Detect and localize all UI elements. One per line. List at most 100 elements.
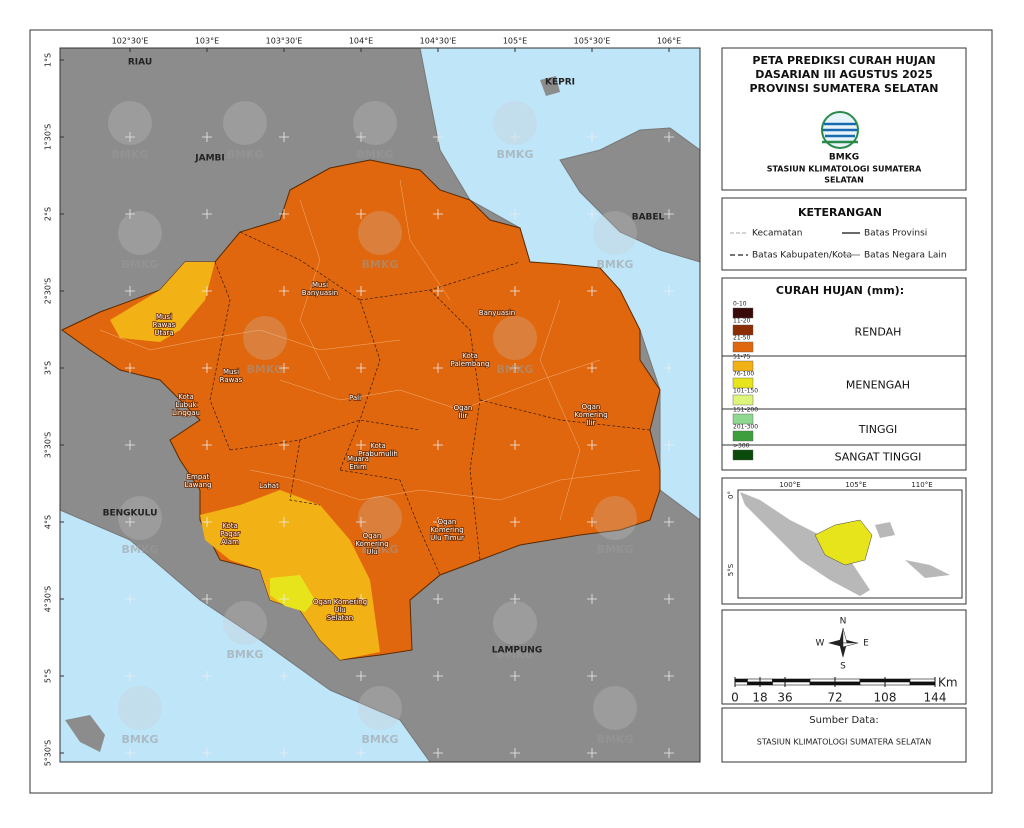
scale-segment [759, 678, 773, 683]
grid-cross [664, 363, 674, 373]
station-line: STASIUN KLIMATOLOGI SUMATERA [767, 165, 922, 174]
class-swatch [732, 307, 754, 319]
grid-cross [356, 517, 366, 527]
district-label: Ogan [454, 404, 473, 412]
district-label: Kota [462, 352, 478, 360]
y-coord-label: 4°30'S [44, 586, 53, 613]
island-small [540, 76, 560, 96]
district-label: Kota [178, 393, 194, 401]
watermark-logo [118, 496, 162, 540]
grid-cross [279, 286, 289, 296]
watermark-logo [353, 101, 397, 145]
class-label: 51-75 [733, 354, 751, 361]
class-swatch [732, 360, 754, 372]
district-label: Utara [154, 329, 173, 337]
y-coord-label: 5°30'S [44, 740, 53, 767]
scale-segment [772, 678, 786, 683]
class-swatch [732, 341, 754, 353]
class-label: 151-200 [733, 407, 758, 414]
grid-cross [279, 517, 289, 527]
main-map [59, 47, 701, 763]
map-frame [59, 47, 701, 763]
watermark: BMKG [597, 543, 634, 556]
watermark: BMKG [362, 733, 399, 746]
compass-w: W [816, 639, 825, 649]
district-label: Komering [574, 411, 607, 419]
grid-cross [356, 132, 366, 142]
grid-cross [356, 286, 366, 296]
subdistrict-lines [99, 179, 641, 521]
x-coord-label: 102°30'E [112, 37, 149, 46]
grid-cross [664, 209, 674, 219]
x-coord-label: 105°E [503, 37, 527, 46]
y-coord-label: 3°S [44, 361, 53, 375]
grid-cross [587, 748, 597, 758]
grid-cross [279, 440, 289, 450]
y-coord-label: 1°S [44, 53, 53, 67]
grid-cross [587, 594, 597, 604]
district-label: Kota [222, 522, 238, 530]
watermark-logo [593, 211, 637, 255]
scale-segment [784, 681, 811, 686]
class-label: >300 [733, 443, 750, 450]
grid-cross [664, 440, 674, 450]
inset-x-label: 100°E [779, 481, 800, 489]
grid-cross [202, 671, 212, 681]
grid-cross [356, 209, 366, 219]
grid-cross [664, 132, 674, 142]
district-label: Alam [221, 538, 239, 546]
source-box [721, 707, 967, 763]
watermark-logo [493, 101, 537, 145]
map-title: PROVINSI SUMATERA SELATAN [749, 82, 938, 95]
class-group: SANGAT TINGGI [835, 451, 922, 464]
grid-cross [279, 363, 289, 373]
grid-cross [279, 209, 289, 219]
scale-segment [859, 681, 886, 686]
scale-segment [909, 681, 936, 686]
district-label: Kota [370, 442, 386, 450]
scale-segment [772, 681, 786, 686]
grid-cross [664, 594, 674, 604]
class-group: RENDAH [855, 326, 902, 339]
watermark-logo [118, 686, 162, 730]
logo-text: BMKG [829, 153, 859, 163]
watermark: BMKG [497, 363, 534, 376]
rainfall-box [721, 277, 967, 471]
scale-segment [809, 681, 836, 686]
compass-s: S [840, 662, 846, 672]
district-label: Ogan [363, 532, 382, 540]
province-medium [110, 262, 215, 342]
compass-n: N [840, 617, 847, 627]
district-label: Musi [223, 368, 239, 376]
grid-cross [510, 671, 520, 681]
watermark: BMKG [122, 258, 159, 271]
class-swatch [732, 430, 754, 442]
y-coord-label: 3°30'S [44, 432, 53, 459]
x-coord-label: 103°30'E [266, 37, 303, 46]
district-label: Ulu Timur [430, 534, 464, 542]
watermark-logo [593, 686, 637, 730]
scale-segment [759, 681, 773, 686]
grid-cross [510, 594, 520, 604]
scale-segment [884, 678, 911, 683]
inset-x-label: 110°E [911, 481, 932, 489]
grid-cross [202, 440, 212, 450]
scale-label: 108 [874, 691, 897, 705]
scale-segment [734, 681, 748, 686]
watermark-logo [108, 101, 152, 145]
district-label: Ulu [366, 548, 378, 556]
rainfall-title: CURAH HUJAN (mm): [776, 284, 904, 297]
grid-cross [202, 517, 212, 527]
compass-box [721, 609, 967, 705]
scale-segment [747, 678, 761, 683]
grid-cross [433, 440, 443, 450]
class-label: 0-10 [733, 301, 747, 308]
inset-y-label: 5°S [727, 563, 735, 576]
scale-label: 0 [731, 691, 739, 705]
district-label: Lahat [259, 482, 279, 490]
grid-cross [202, 286, 212, 296]
grid-cross [202, 594, 212, 604]
district-label: Ogan [582, 403, 601, 411]
inset-x-label: 105°E [845, 481, 866, 489]
watermark: BMKG [597, 258, 634, 271]
